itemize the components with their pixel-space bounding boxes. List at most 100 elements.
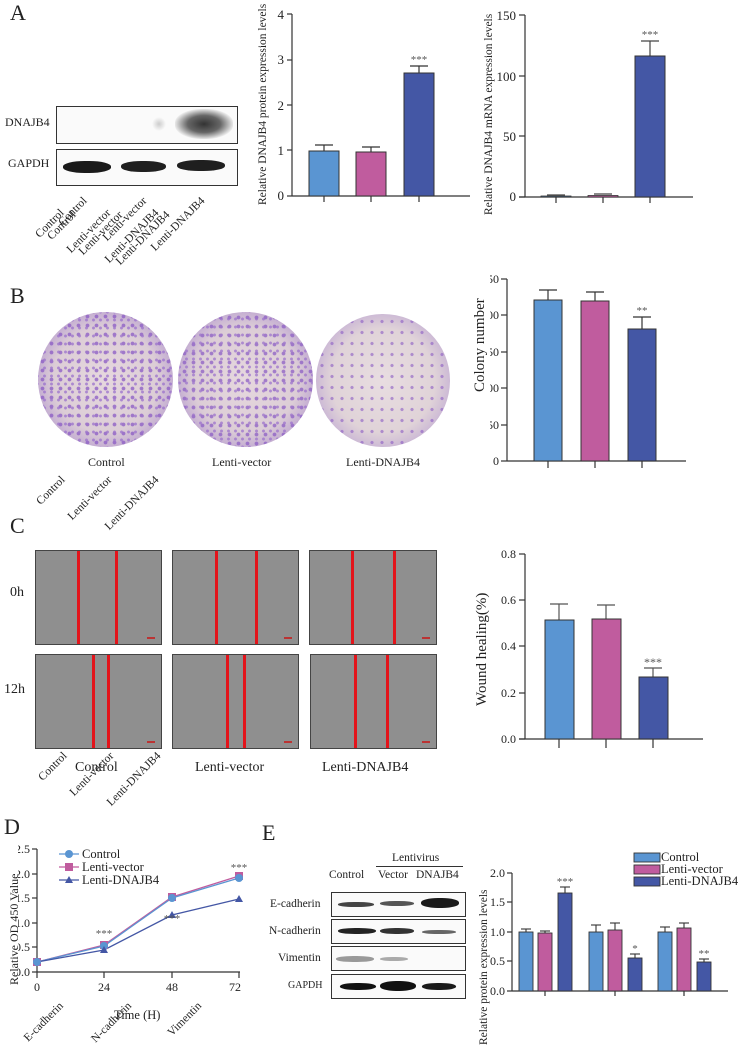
blot-e-row-ecad: E-cadherin xyxy=(270,898,321,910)
band-gapdh-vector xyxy=(121,161,166,172)
wound-image-control-0h xyxy=(35,550,162,645)
colonies-control xyxy=(38,312,173,447)
chart-a-mrna-ylabel: Relative DNAJB4 mRNA expression levels xyxy=(483,13,495,215)
svg-text:2.0: 2.0 xyxy=(18,867,30,881)
wound-edge-left xyxy=(215,551,218,644)
chart-a-mrna: 150 100 50 0 *** xyxy=(497,8,693,204)
blot-e-ecad-strip xyxy=(331,892,466,917)
blot-e-row-vim: Vimentin xyxy=(278,952,321,964)
svg-text:1.5: 1.5 xyxy=(18,891,30,905)
sig-e-vim: ** xyxy=(699,948,710,960)
wound-image-vector-0h xyxy=(172,550,299,645)
svg-text:0.6: 0.6 xyxy=(501,593,516,607)
svg-text:100: 100 xyxy=(497,69,517,84)
band-gapdh-control xyxy=(63,161,111,173)
blot-e-row-gapdh: GAPDH xyxy=(288,980,323,991)
wound-edge-right xyxy=(393,551,396,644)
panel-d-letter: D xyxy=(4,814,20,839)
chart-d-cck8: 2.5 2.0 1.5 1.0 0.5 0.0 0 24 48 72 *** *** *** xyxy=(18,842,248,994)
sig-d-48: *** xyxy=(164,913,181,925)
chart-d-xlabel: Time (H) xyxy=(114,1008,161,1022)
blot-e-vim-strip xyxy=(331,946,466,971)
wound-edge-left xyxy=(92,655,95,748)
blot-e-group-line xyxy=(376,866,463,867)
svg-text:100: 100 xyxy=(490,381,499,395)
wound-edge-left xyxy=(351,551,354,644)
panel-c-letter: C xyxy=(10,513,25,538)
sig-a-mrna: *** xyxy=(642,29,659,41)
chart-b-colony: 250 200 150 100 50 0 ** xyxy=(490,275,686,468)
blot-e-gapdh-strip xyxy=(331,974,466,999)
sig-d-72: *** xyxy=(231,862,248,874)
svg-text:0.4: 0.4 xyxy=(501,639,516,653)
sig-e-ecad: *** xyxy=(557,876,574,888)
svg-text:1.0: 1.0 xyxy=(490,925,505,939)
wound-image-lenti-0h xyxy=(309,550,437,645)
wound-edge-left xyxy=(77,551,80,644)
wound-image-vector-12h xyxy=(172,654,299,749)
wound-edge-right xyxy=(255,551,258,644)
chart-c-xtick-0: Control xyxy=(36,750,70,784)
svg-text:2.0: 2.0 xyxy=(490,866,505,880)
scale-bar xyxy=(422,741,430,743)
band-gapdh-lenti xyxy=(177,160,225,171)
sig-b-colony: ** xyxy=(637,305,648,317)
chart-c-wound: 0.8 0.6 0.4 0.2 0.0 *** xyxy=(501,547,703,748)
svg-text:1: 1 xyxy=(278,143,285,158)
sig-e-ncad: * xyxy=(632,943,638,955)
svg-text:0.5: 0.5 xyxy=(18,940,30,954)
band-dnajb4-faint xyxy=(152,117,166,131)
legend-e-control: Control xyxy=(661,850,700,864)
chart-b-xtick-0: Control xyxy=(34,474,68,508)
panel-e-letter: E xyxy=(262,820,276,845)
scale-bar xyxy=(284,637,292,639)
scale-bar xyxy=(422,637,430,639)
legend-e-lenti: Lenti-DNAJB4 xyxy=(661,874,739,888)
svg-text:0: 0 xyxy=(493,454,499,468)
band xyxy=(340,983,376,990)
svg-text:0.2: 0.2 xyxy=(501,686,516,700)
wound-col-label-control: Control xyxy=(75,760,118,775)
band xyxy=(380,957,408,961)
band xyxy=(338,902,374,907)
svg-text:0.0: 0.0 xyxy=(501,732,516,746)
colony-dish-control xyxy=(38,312,173,447)
panel-b-letter: B xyxy=(10,283,25,308)
svg-text:0.0: 0.0 xyxy=(18,965,30,979)
svg-text:250: 250 xyxy=(490,275,499,286)
blot-a-dnajb4-strip xyxy=(56,106,238,144)
blot-e-row-ncad: N-cadherin xyxy=(269,925,321,937)
svg-text:0.5: 0.5 xyxy=(490,954,505,968)
svg-text:48: 48 xyxy=(166,980,178,994)
svg-text:150: 150 xyxy=(497,8,517,23)
band xyxy=(380,928,414,934)
blot-e-lane-control: Control xyxy=(329,869,365,881)
blot-a-gapdh-strip xyxy=(56,149,238,186)
band xyxy=(338,928,376,934)
svg-text:2: 2 xyxy=(278,98,285,113)
svg-text:0: 0 xyxy=(34,980,40,994)
wound-col-label-vector: Lenti-vector xyxy=(195,760,265,775)
svg-text:3: 3 xyxy=(278,52,285,67)
svg-text:50: 50 xyxy=(503,129,516,144)
chart-b-ylabel: Colony number xyxy=(472,298,488,392)
svg-text:4: 4 xyxy=(278,7,285,22)
svg-text:1.5: 1.5 xyxy=(490,895,505,909)
colony-dish-vector xyxy=(178,312,313,447)
wound-image-lenti-12h xyxy=(310,654,437,749)
chart-a-protein: 4 3 2 1 0 *** xyxy=(278,7,470,203)
wound-image-control-12h xyxy=(35,654,162,749)
svg-text:50: 50 xyxy=(490,418,499,432)
colonies-lenti xyxy=(316,314,450,447)
band xyxy=(380,901,414,906)
sig-d-24: *** xyxy=(96,928,113,940)
wound-row-label-0h: 0h xyxy=(10,585,24,600)
colonies-vector xyxy=(178,312,313,447)
blot-a-row-label-gapdh: GAPDH xyxy=(8,156,50,170)
scale-bar xyxy=(147,741,155,743)
dish-label-lenti: Lenti-DNAJB4 xyxy=(346,455,420,469)
wound-edge-left xyxy=(226,655,229,748)
chart-a-protein-ylabel: Relative DNAJB4 protein expression level… xyxy=(257,3,269,205)
dish-label-vector: Lenti-vector xyxy=(212,455,272,469)
svg-text:0: 0 xyxy=(278,188,285,203)
